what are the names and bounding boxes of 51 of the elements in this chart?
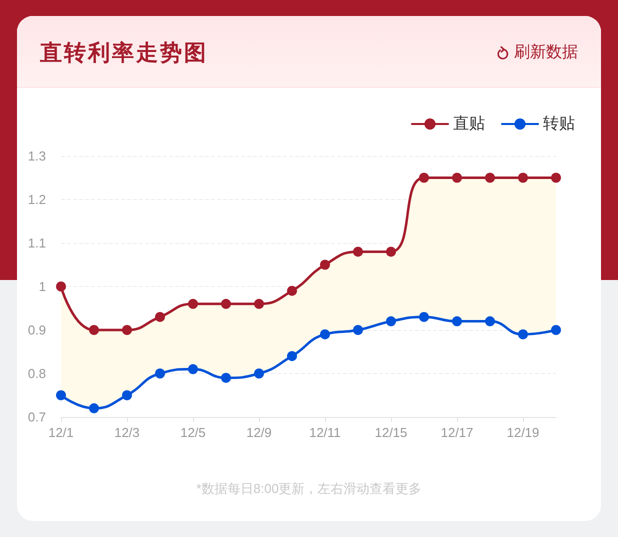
chart-title: 直转利率走势图 xyxy=(40,39,208,67)
point xyxy=(518,329,528,340)
point xyxy=(188,364,198,374)
point xyxy=(518,172,528,183)
x-tick-label: 12/1 xyxy=(48,425,74,440)
point xyxy=(386,316,396,326)
point xyxy=(287,351,297,362)
y-tick-label: 0.7 xyxy=(28,410,46,424)
point xyxy=(452,316,462,326)
x-tick-label: 12/3 xyxy=(114,425,140,440)
legend-label: 直贴 xyxy=(453,114,485,132)
point xyxy=(419,172,429,183)
point xyxy=(89,403,99,414)
y-tick-label: 1.2 xyxy=(28,192,46,207)
point xyxy=(254,368,264,378)
point xyxy=(320,329,330,340)
x-tick-label: 12/19 xyxy=(506,425,540,440)
point xyxy=(89,325,99,335)
point xyxy=(56,390,66,400)
point xyxy=(452,172,462,183)
point xyxy=(254,298,264,309)
x-tick-label: 12/9 xyxy=(246,425,272,440)
point xyxy=(551,172,561,183)
point xyxy=(287,286,297,296)
point xyxy=(188,298,198,309)
text: 刷新数据 xyxy=(514,42,578,63)
x-tick-label: 12/11 xyxy=(309,425,341,440)
point xyxy=(386,246,396,257)
point xyxy=(419,312,429,322)
point xyxy=(56,282,66,292)
point xyxy=(353,325,363,335)
point xyxy=(551,325,561,335)
legend-label: 转贴 xyxy=(543,116,575,132)
point xyxy=(221,298,231,309)
x-tick-label: 12/15 xyxy=(374,425,408,440)
point xyxy=(155,368,165,378)
point xyxy=(485,316,495,326)
point xyxy=(320,260,330,270)
point xyxy=(122,390,132,400)
point xyxy=(485,172,495,183)
point xyxy=(353,246,363,257)
point xyxy=(122,325,132,335)
y-tick-label: 1 xyxy=(38,279,46,294)
y-tick-label: 1.1 xyxy=(28,236,46,250)
x-tick-label: 12/5 xyxy=(180,425,206,440)
x-tick-label: 12/17 xyxy=(440,425,474,440)
point xyxy=(155,312,165,322)
y-tick-label: 0.9 xyxy=(28,322,46,338)
y-tick-label: 0.8 xyxy=(28,366,46,381)
point xyxy=(221,372,231,383)
y-tick-label: 1.3 xyxy=(28,148,46,164)
